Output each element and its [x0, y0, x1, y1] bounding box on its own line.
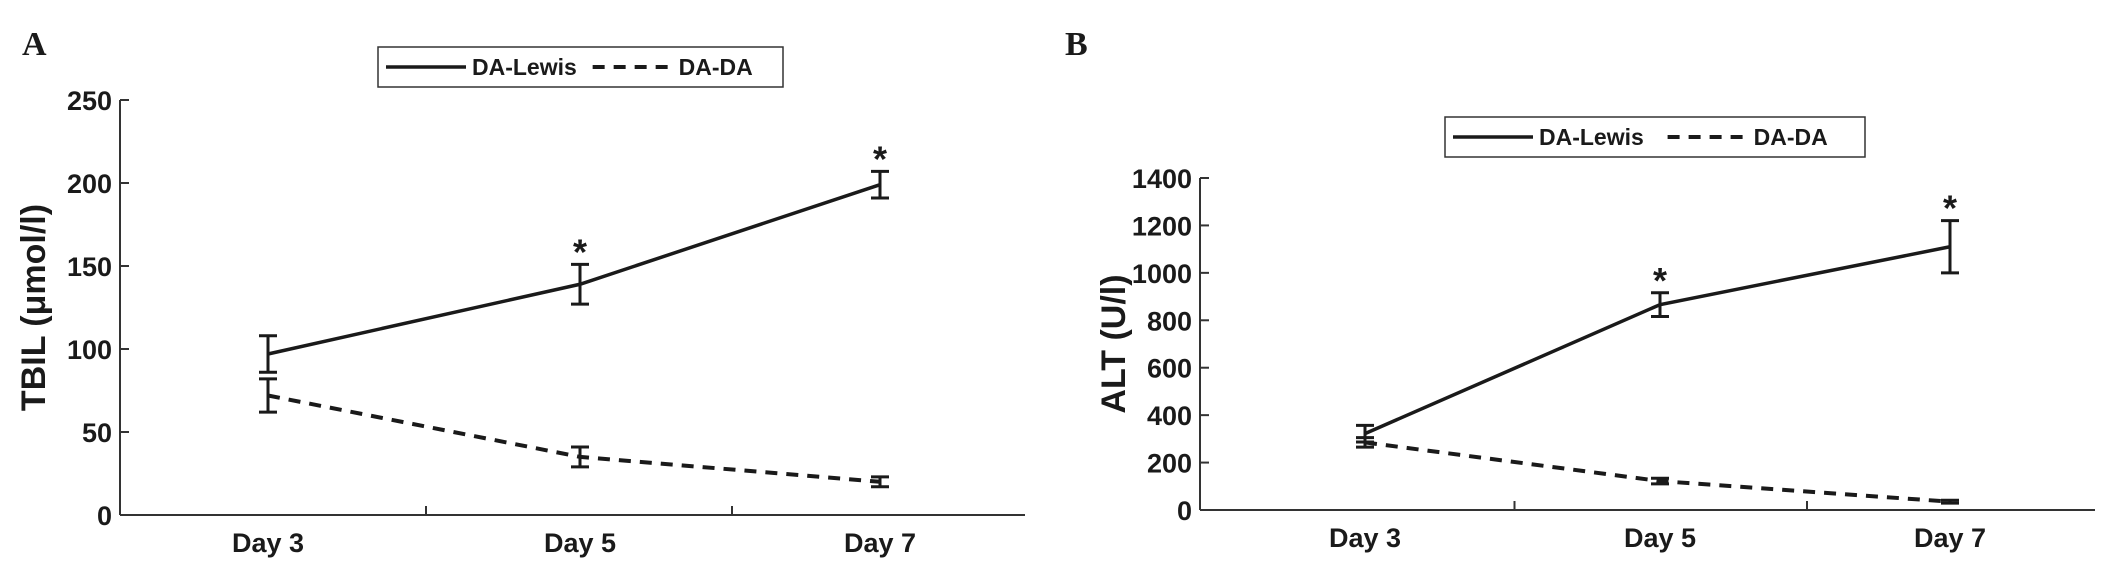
x-tick-label: Day 3 — [232, 528, 304, 558]
x-tick-label: Day 7 — [1914, 523, 1986, 553]
significance-star: * — [573, 231, 587, 272]
y-axis-label: TBIL (μmol/l) — [15, 204, 53, 411]
y-tick-label: 250 — [67, 86, 112, 116]
chart-panel-b: B 0 200 400 600 800 1000 1200 1400 Day 3 Day 5 Day … — [1065, 26, 2095, 553]
x-tick-label: Day 5 — [1624, 523, 1696, 553]
y-tick-label: 50 — [82, 418, 112, 448]
x-tick-label: Day 3 — [1329, 523, 1401, 553]
error-bar — [1941, 219, 1959, 275]
legend-label: DA-DA — [1754, 124, 1828, 150]
y-tick-label: 800 — [1147, 306, 1192, 336]
y-axis-label: ALT (U/l) — [1095, 274, 1133, 413]
legend-label: DA-DA — [679, 54, 753, 80]
error-bar — [259, 334, 277, 374]
y-tick-label: 0 — [97, 501, 112, 531]
significance-star: * — [1653, 260, 1667, 301]
y-tick-label: 1200 — [1132, 211, 1192, 241]
y-tick-label: 400 — [1147, 401, 1192, 431]
y-tick-label: 1000 — [1132, 259, 1192, 289]
y-tick-label: 150 — [67, 252, 112, 282]
y-tick-label: 0 — [1177, 496, 1192, 526]
error-bar — [1651, 291, 1669, 318]
legend-label: DA-Lewis — [1539, 124, 1644, 150]
y-tick-label: 1400 — [1132, 164, 1192, 194]
y-tick-label: 200 — [67, 169, 112, 199]
error-bar — [871, 169, 889, 200]
y-tick-label: 200 — [1147, 449, 1192, 479]
error-bar — [1356, 436, 1374, 449]
error-bar — [871, 475, 889, 489]
error-bar — [571, 445, 589, 469]
series-line-da-da — [267, 393, 881, 484]
significance-star: * — [873, 138, 887, 179]
series-line-da-da — [1364, 440, 1951, 504]
significance-star: * — [1943, 188, 1957, 229]
chart-panel-a: A 0 50 100 150 200 250 Day 3 Day 5 Day 7 TBIL (μmo… — [15, 26, 1025, 558]
x-tick-label: Day 7 — [844, 528, 916, 558]
error-bar — [1651, 476, 1669, 486]
error-bar — [259, 377, 277, 414]
legend: DA-Lewis DA-DA — [377, 46, 784, 88]
y-tick-label: 100 — [67, 335, 112, 365]
legend-label: DA-Lewis — [472, 54, 577, 80]
x-tick-label: Day 5 — [544, 528, 616, 558]
y-tick-label: 600 — [1147, 354, 1192, 384]
panel-letter: B — [1065, 26, 1088, 63]
error-bar — [571, 262, 589, 306]
panel-letter: A — [22, 26, 47, 63]
legend: DA-Lewis DA-DA — [1444, 116, 1866, 158]
error-bar — [1941, 498, 1959, 505]
